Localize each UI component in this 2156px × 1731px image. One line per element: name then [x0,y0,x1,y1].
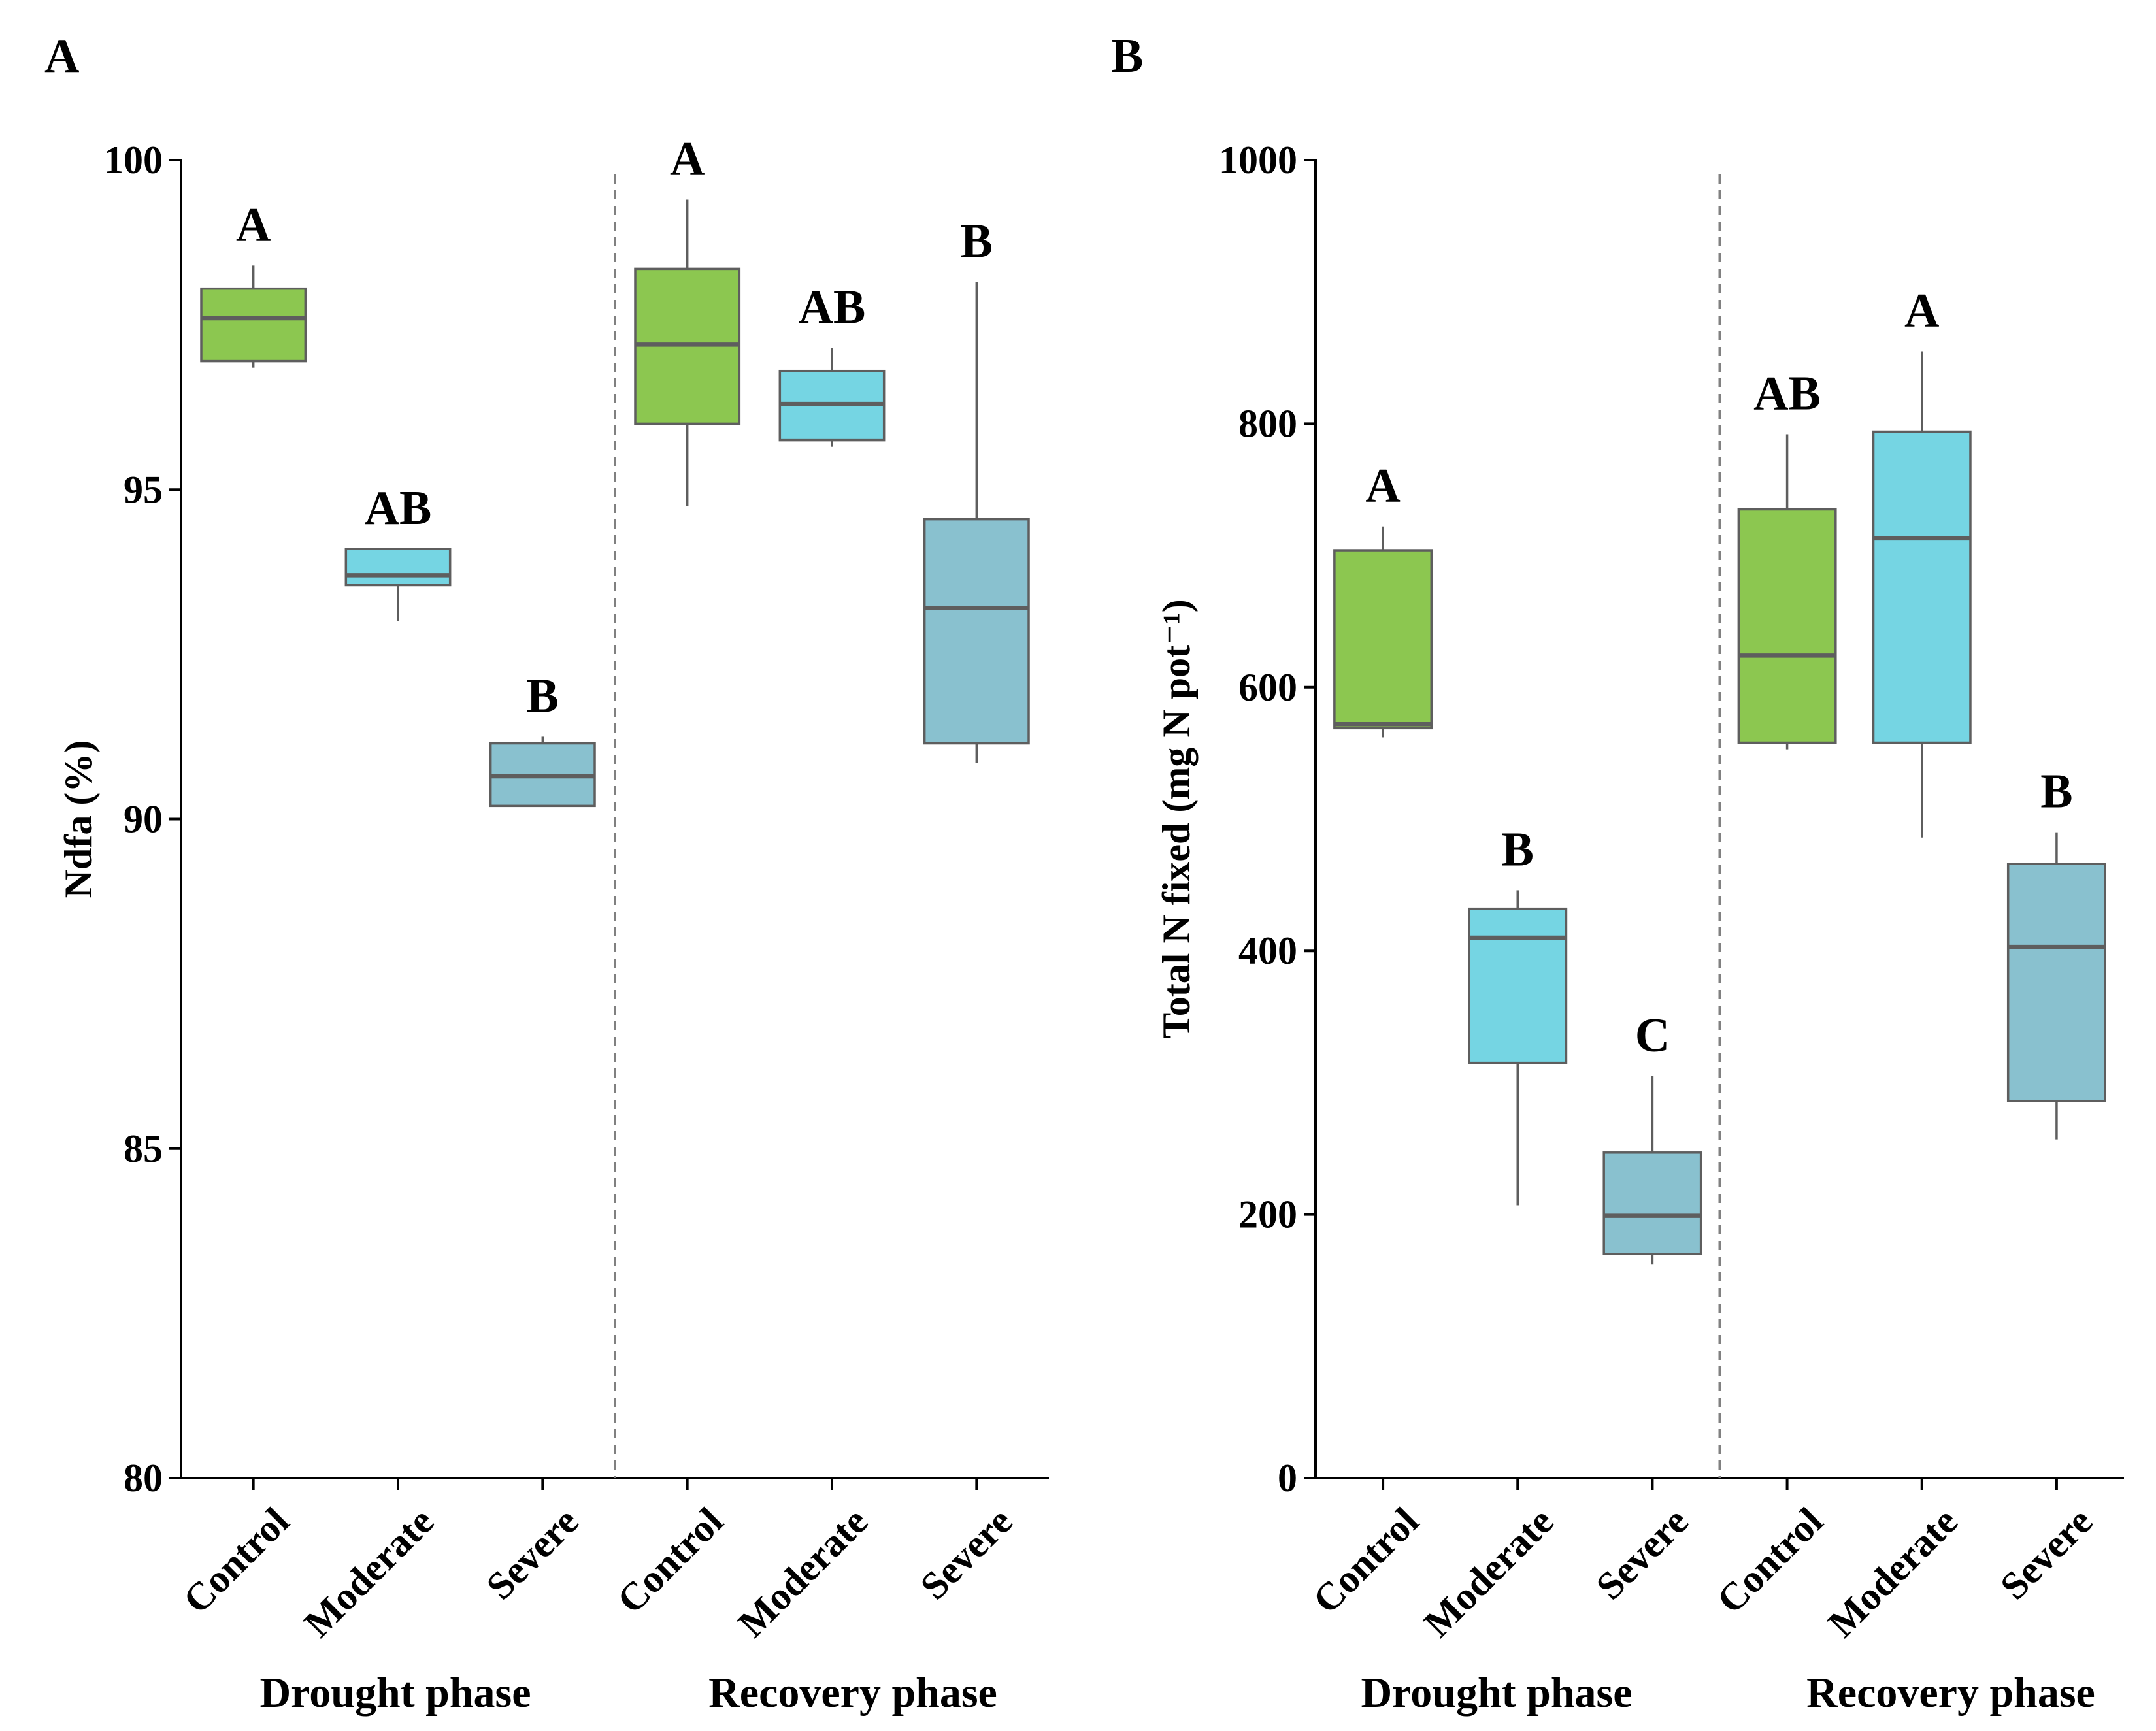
box-severe-drought: B [489,669,596,808]
box-body [344,548,452,587]
box-severe-drought: C [1602,1009,1702,1265]
significance-letter: B [2040,765,2072,819]
significance-letter: B [961,215,993,269]
box-body [1737,508,1837,744]
box-moderate-recovery: A [1872,284,1972,838]
y-tick-label: 0 [1278,1457,1297,1500]
phase-label: Recovery phase [1806,1669,2095,1717]
y-tick-label: 85 [124,1127,163,1170]
box-body [1602,1151,1702,1255]
box-severe-recovery: B [923,215,1030,763]
box-control-recovery: A [634,133,741,506]
significance-letter: C [1635,1009,1670,1063]
y-tick-label: 600 [1238,666,1297,709]
significance-letter: B [1502,823,1534,876]
box-body [1872,430,1972,744]
x-tick-label: Severe [478,1500,586,1608]
box-control-recovery: AB [1737,367,1837,750]
y-tick-label: 800 [1238,402,1297,445]
x-tick-label: Control [175,1500,297,1622]
panel-letter: A [44,29,79,83]
x-tick-label: Severe [1992,1500,2100,1608]
panel-b: B 0 200 400 600 800 1000 Total N fixed (mg N po… [1111,29,2124,1717]
significance-letter: A [1904,284,1939,337]
significance-letter: AB [1753,367,1821,421]
box-moderate-drought: B [1468,823,1568,1206]
significance-letter: AB [799,280,866,334]
box-body [2006,863,2106,1102]
significance-letter: B [527,669,559,723]
y-axis-title: Ndfa (%) [57,740,100,898]
box-body [1333,549,1433,730]
significance-letter: A [1365,459,1400,513]
x-tick-label: Control [1304,1500,1427,1622]
x-tick-label: Severe [1588,1500,1697,1608]
y-tick-label: 95 [124,468,163,511]
x-tick-label: Control [609,1500,731,1622]
x-tick-label: Moderate [296,1500,442,1645]
phase-label: Drought phase [1361,1669,1632,1717]
phase-label: Recovery phase [708,1669,997,1717]
y-tick-label: 400 [1238,929,1297,972]
box-control-drought: A [200,198,307,368]
x-tick-label: Control [1708,1500,1831,1622]
significance-letter: A [670,133,705,186]
significance-letter: AB [365,482,432,535]
panel-letter: B [1111,29,1143,83]
box-moderate-recovery: AB [778,280,886,447]
box-body [923,518,1030,745]
x-tick-label: Severe [912,1500,1020,1608]
y-tick-label: 90 [124,798,163,841]
box-body [1468,907,1568,1064]
box-body [200,287,307,363]
box-severe-recovery: B [2006,765,2106,1140]
x-tick-label: Moderate [1820,1500,1966,1645]
y-tick-label: 100 [104,139,163,182]
y-tick-label: 200 [1238,1193,1297,1236]
x-tick-label: Moderate [1416,1500,1561,1645]
y-axis-title: Total N fixed (mg N pot⁻¹) [1155,599,1198,1038]
x-tick-label: Moderate [730,1500,876,1645]
y-tick-label: 80 [124,1457,163,1500]
significance-letter: A [236,198,271,252]
box-moderate-drought: AB [344,482,452,621]
box-control-drought: A [1333,459,1433,738]
phase-label: Drought phase [259,1669,531,1717]
y-tick-label: 1000 [1219,139,1297,182]
